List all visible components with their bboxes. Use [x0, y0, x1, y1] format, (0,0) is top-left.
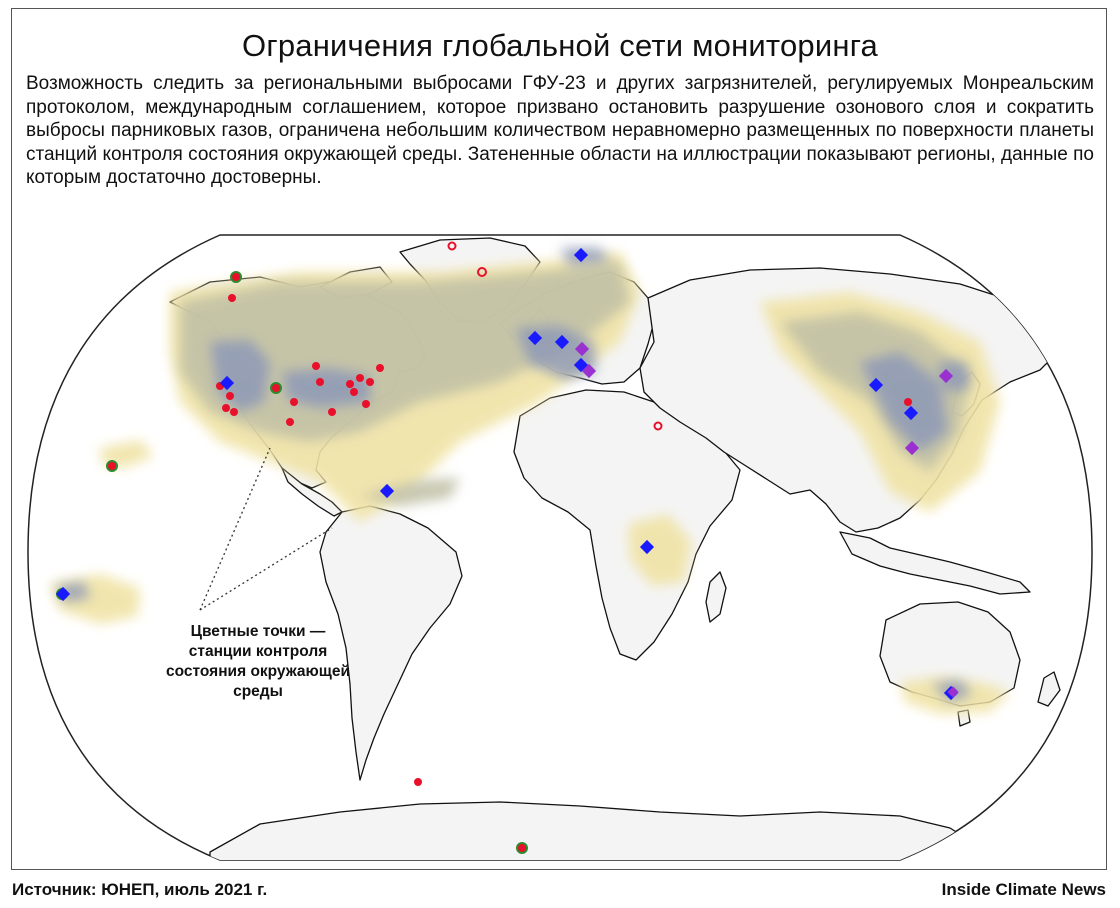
station-purple-diamond: [581, 363, 597, 379]
station-red-ring: [653, 421, 663, 431]
station-red-dot: [376, 364, 384, 372]
figure-description: Возможность следить за региональными выб…: [26, 73, 1094, 188]
station-red-dot: [290, 398, 298, 406]
station-red-dot: [230, 408, 238, 416]
station-blue-diamond: [527, 330, 543, 346]
madagascar: [705, 571, 727, 623]
station-blue-diamond: [55, 586, 71, 602]
figure-title: Ограничения глобальной сети мониторинга: [242, 28, 878, 63]
station-blue-diamond: [379, 483, 395, 499]
station-red-dot: [362, 400, 370, 408]
coverage-high-us-central: [282, 368, 370, 408]
red-ring-stations: [447, 241, 663, 431]
world-map: [27, 234, 1093, 861]
publisher-credit: Inside Climate News: [941, 880, 1106, 899]
station-red-dot: [228, 294, 236, 302]
station-red-dot: [366, 378, 374, 386]
station-red-dot: [312, 362, 320, 370]
station-purple-diamond: [574, 341, 590, 357]
station-green-ring: [516, 842, 528, 854]
station-blue-diamond: [573, 247, 589, 263]
callout-leader-lines: [199, 447, 333, 611]
central-america: [281, 467, 343, 517]
stations-callout: Цветные точки — станции контроля состоян…: [166, 623, 351, 700]
station-red-dot: [904, 398, 912, 406]
station-green-ring: [106, 460, 118, 472]
station-green-ring: [270, 382, 282, 394]
station-red-ring: [477, 267, 487, 277]
station-red-dot: [346, 380, 354, 388]
blue-diamond-stations: [55, 247, 959, 701]
coverage-low-east-africa: [628, 514, 692, 586]
station-red-dot: [328, 408, 336, 416]
station-red-ring: [447, 241, 457, 251]
station-markers: [55, 241, 959, 854]
red-dot-stations: [216, 294, 912, 786]
station-purple-diamond: [947, 686, 959, 698]
station-blue-diamond: [639, 539, 655, 555]
station-purple-diamond: [904, 440, 920, 456]
station-red-dot: [226, 392, 234, 400]
station-red-dot: [286, 418, 294, 426]
station-red-dot: [414, 778, 422, 786]
new-zealand: [1037, 671, 1061, 707]
station-blue-diamond: [903, 405, 919, 421]
station-green-ring: [230, 271, 242, 283]
coverage-mid-caribbean: [360, 478, 460, 506]
station-purple-diamond: [938, 368, 954, 384]
station-red-dot: [222, 404, 230, 412]
station-red-dot: [356, 374, 364, 382]
station-red-dot: [316, 378, 324, 386]
station-blue-diamond: [554, 334, 570, 350]
south-america: [319, 505, 463, 781]
coverage-high-us-west: [210, 340, 270, 412]
leader-line-2: [199, 527, 333, 611]
station-red-dot: [350, 388, 358, 396]
station-blue-diamond: [219, 375, 235, 391]
purple-diamond-stations: [574, 341, 959, 698]
station-blue-diamond: [868, 377, 884, 393]
indonesia: [839, 531, 1031, 595]
source-credit: Источник: ЮНЕП, июль 2021 г.: [12, 880, 268, 899]
